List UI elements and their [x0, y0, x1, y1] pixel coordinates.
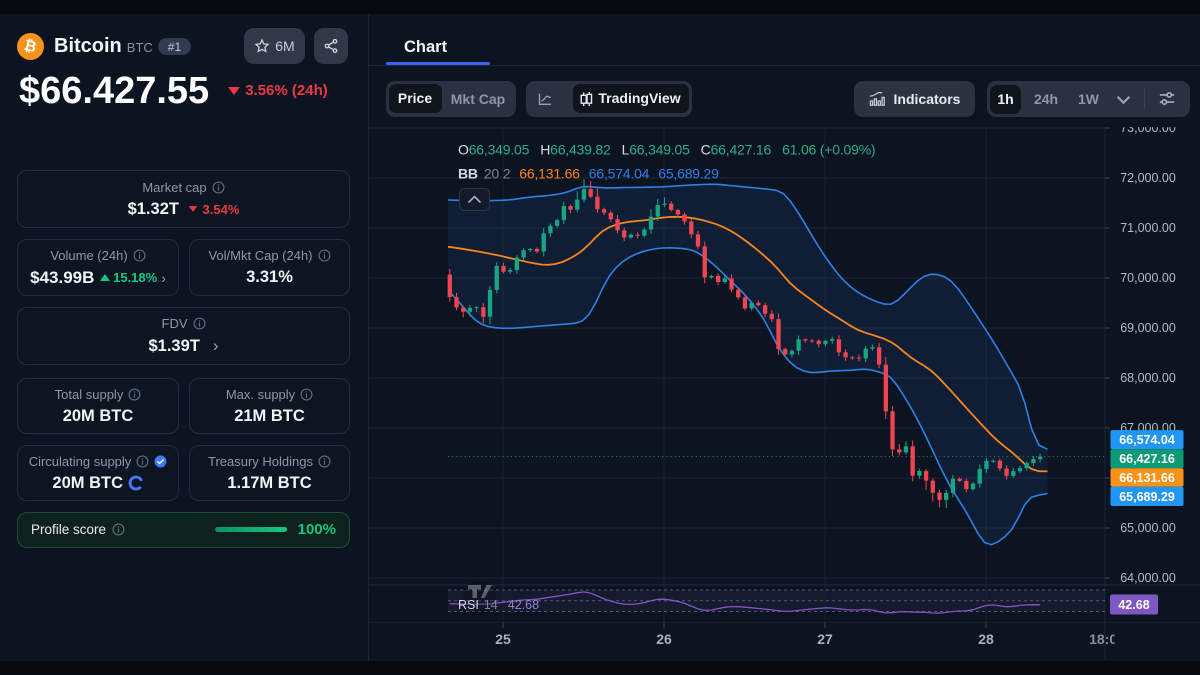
svg-text:68,000.00: 68,000.00 — [1120, 371, 1176, 385]
svg-text:28: 28 — [978, 631, 994, 647]
svg-text:25: 25 — [495, 631, 511, 647]
svg-text:26: 26 — [656, 631, 672, 647]
svg-text:69,000.00: 69,000.00 — [1120, 321, 1176, 335]
svg-text:66,427.16: 66,427.16 — [1119, 452, 1175, 466]
svg-text:42.68: 42.68 — [1118, 598, 1149, 612]
svg-text:66,574.04: 66,574.04 — [1119, 433, 1175, 447]
svg-text:65,000.00: 65,000.00 — [1120, 521, 1176, 535]
svg-text:66,131.66: 66,131.66 — [1119, 471, 1175, 485]
svg-text:71,000.00: 71,000.00 — [1120, 221, 1176, 235]
svg-text:70,000.00: 70,000.00 — [1120, 271, 1176, 285]
svg-text:72,000.00: 72,000.00 — [1120, 171, 1176, 185]
svg-text:27: 27 — [817, 631, 833, 647]
svg-text:64,000.00: 64,000.00 — [1120, 571, 1176, 585]
svg-text:65,689.29: 65,689.29 — [1119, 490, 1175, 504]
